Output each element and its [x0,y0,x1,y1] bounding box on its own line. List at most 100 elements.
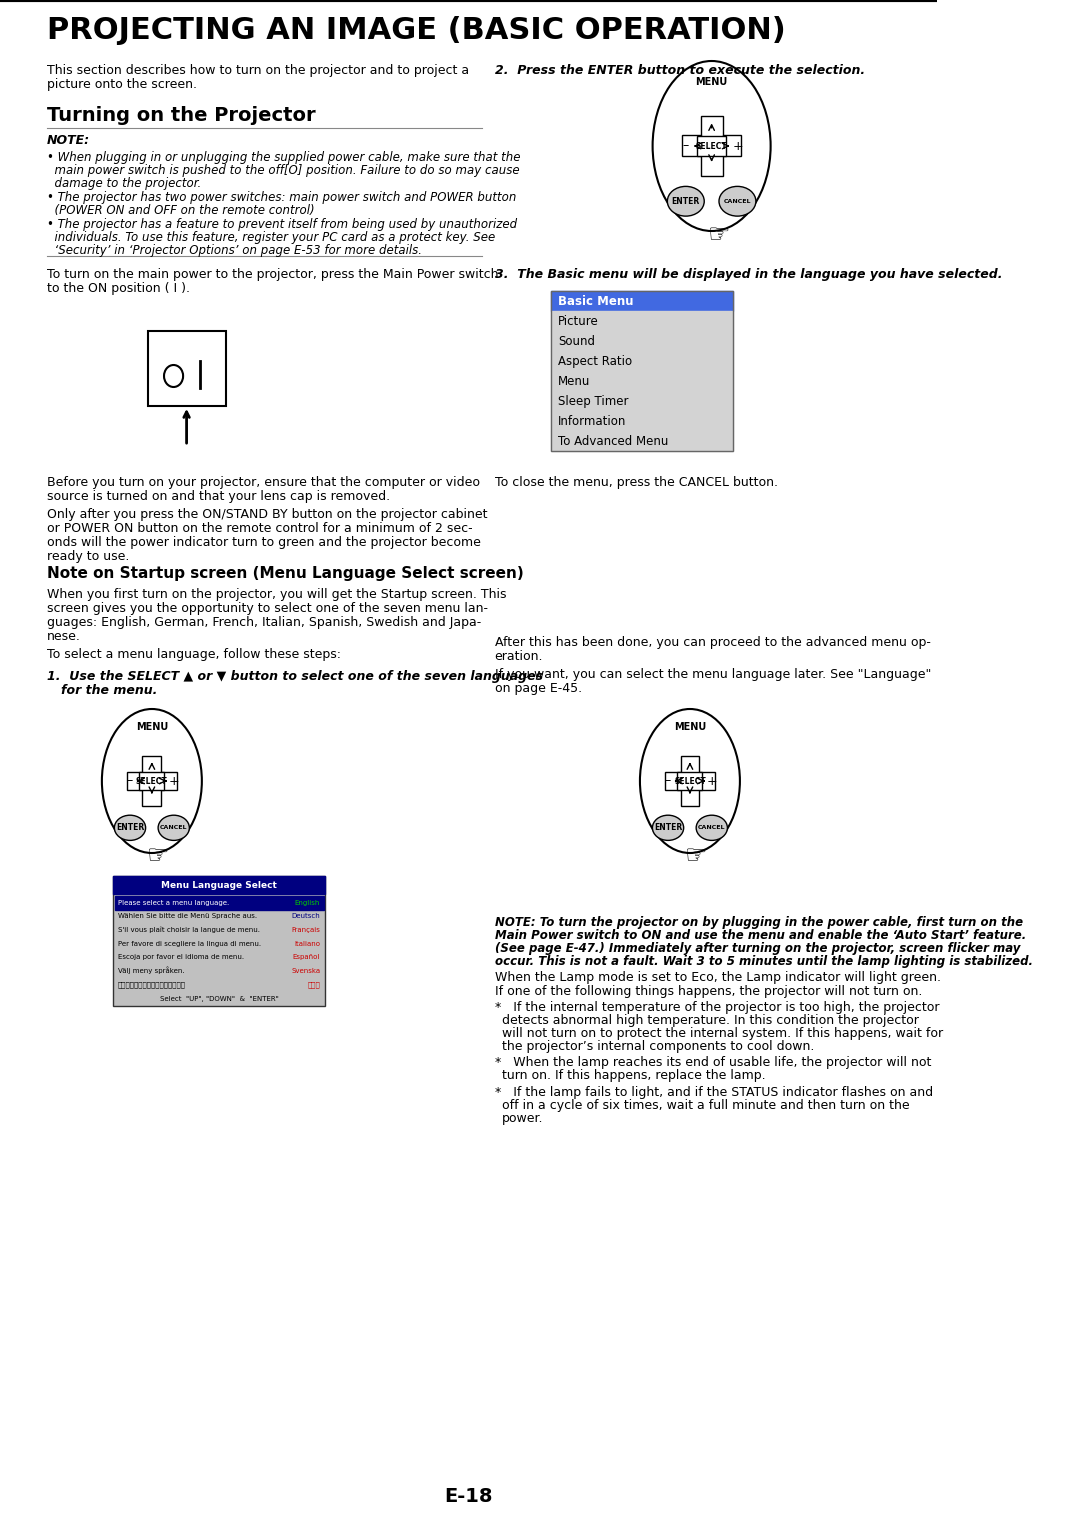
Text: picture onto the screen.: picture onto the screen. [46,78,197,92]
Bar [551,371,733,391]
Text: Information: Information [558,415,626,427]
Text: NOTE: To turn the projector on by plugging in the power cable, first turn on the: NOTE: To turn the projector on by pluggi… [495,916,1023,929]
Text: Wählen Sie bitte die Menü Sprache aus.: Wählen Sie bitte die Menü Sprache aus. [118,914,257,919]
Text: eration.: eration. [495,650,543,662]
Text: 3.  The Basic menu will be displayed in the language you have selected.: 3. The Basic menu will be displayed in t… [495,269,1002,281]
Text: –: – [681,139,688,153]
Text: turn on. If this happens, replace the lamp.: turn on. If this happens, replace the la… [501,1070,766,1082]
Text: CANCEL: CANCEL [698,826,726,830]
Text: 1.  Use the SELECT ▲ or ▼ button to select one of the seven languages: 1. Use the SELECT ▲ or ▼ button to selec… [46,670,543,684]
Text: for the menu.: for the menu. [60,684,157,697]
Bar [699,772,715,789]
Text: *   If the internal temperature of the projector is too high, the projector: * If the internal temperature of the pro… [495,1001,940,1013]
Text: Turning on the Projector: Turning on the Projector [46,105,315,125]
Text: To Advanced Menu: To Advanced Menu [558,435,669,447]
Text: Menu: Menu [558,374,591,388]
Text: メニュー言語を選択してください。: メニュー言語を選択してください。 [118,981,186,987]
Bar [665,772,680,789]
Text: +: + [170,775,179,787]
Text: will not turn on to protect the internal system. If this happens, wait for: will not turn on to protect the internal… [501,1027,943,1041]
Text: Italiano: Italiano [294,940,321,946]
Text: Français: Français [292,926,321,932]
Bar [723,134,741,156]
Ellipse shape [114,815,146,841]
Text: If you want, you can select the menu language later. See "Language": If you want, you can select the menu lan… [495,668,931,681]
Bar [126,772,143,789]
Text: Escoja por favor el idioma de menu.: Escoja por favor el idioma de menu. [118,954,244,960]
Bar [683,134,701,156]
Bar [551,311,733,331]
Text: ☞: ☞ [685,844,707,868]
Text: occur. This is not a fault. Wait 3 to 5 minutes until the lamp lighting is stabi: occur. This is not a fault. Wait 3 to 5 … [495,955,1032,967]
Text: Sound: Sound [558,334,595,348]
Text: E-18: E-18 [444,1486,492,1506]
Text: • The projector has two power switches: main power switch and POWER button: • The projector has two power switches: … [46,191,516,204]
Text: MENU: MENU [674,722,706,732]
Text: • When plugging in or unplugging the supplied power cable, make sure that the: • When plugging in or unplugging the sup… [46,151,521,163]
Text: S'il vous plaît choisir la langue de menu.: S'il vous plaît choisir la langue de men… [118,926,260,934]
Text: Español: Español [293,954,321,960]
Bar [0,0,937,50]
Text: Per favore di scegliere la lingua di menu.: Per favore di scegliere la lingua di men… [118,940,261,946]
Text: If one of the following things happens, the projector will not turn on.: If one of the following things happens, … [495,984,922,998]
Text: MENU: MENU [136,722,168,732]
Text: guages: English, German, French, Italian, Spanish, Swedish and Japa-: guages: English, German, French, Italian… [46,617,481,629]
Bar [551,331,733,351]
Text: To close the menu, press the CANCEL button.: To close the menu, press the CANCEL butt… [495,476,778,488]
Bar [143,755,161,774]
Text: ☞: ☞ [707,223,730,247]
Bar [701,154,723,175]
Text: –: – [664,775,671,787]
Bar [551,351,733,371]
Bar [551,391,733,410]
Text: damage to the projector.: damage to the projector. [46,177,201,191]
Text: power.: power. [501,1112,543,1125]
Text: ☞: ☞ [147,844,170,868]
Text: detects abnormal high temperature. In this condition the projector: detects abnormal high temperature. In th… [501,1013,918,1027]
Text: NOTE:: NOTE: [46,134,90,146]
Text: Svenska: Svenska [292,967,321,974]
Text: (See page E-47.) Immediately after turning on the projector, screen flicker may: (See page E-47.) Immediately after turni… [495,942,1020,955]
Ellipse shape [667,186,704,217]
Bar [551,291,733,452]
Text: ENTER: ENTER [653,824,683,832]
Text: To select a menu language, follow these steps:: To select a menu language, follow these … [46,649,341,661]
Bar [680,789,699,806]
Text: Välj meny språken.: Välj meny språken. [118,967,185,975]
Bar [680,755,699,774]
Text: source is turned on and that your lens cap is removed.: source is turned on and that your lens c… [46,490,390,504]
Text: SELECT: SELECT [136,777,167,786]
Text: After this has been done, you can proceed to the advanced menu op-: After this has been done, you can procee… [495,636,931,649]
Text: *   When the lamp reaches its end of usable life, the projector will not: * When the lamp reaches its end of usabl… [495,1056,931,1070]
Bar [697,136,727,156]
Text: ENTER: ENTER [672,197,700,206]
Text: (POWER ON and OFF on the remote control): (POWER ON and OFF on the remote control) [46,204,314,217]
Text: Only after you press the ON/STAND BY button on the projector cabinet: Only after you press the ON/STAND BY but… [46,508,487,520]
Text: CANCEL: CANCEL [724,198,752,204]
Text: to the ON position ( I ).: to the ON position ( I ). [46,282,190,295]
Text: Select  "UP", "DOWN"  &  "ENTER": Select "UP", "DOWN" & "ENTER" [160,996,279,1003]
Text: the projector’s internal components to cool down.: the projector’s internal components to c… [501,1041,814,1053]
Bar [677,772,702,789]
Text: SELECT: SELECT [696,142,728,151]
Text: When you first turn on the projector, you will get the Startup screen. This: When you first turn on the projector, yo… [46,588,507,601]
Ellipse shape [697,815,728,841]
Bar [551,410,733,430]
Ellipse shape [719,186,756,217]
Text: To turn on the main power to the projector, press the Main Power switch: To turn on the main power to the project… [46,269,498,281]
Text: Deutsch: Deutsch [292,914,321,919]
Text: *   If the lamp fails to light, and if the STATUS indicator flashes on and: * If the lamp fails to light, and if the… [495,1087,933,1099]
Bar [551,291,733,311]
Text: Note on Startup screen (Menu Language Select screen): Note on Startup screen (Menu Language Se… [46,566,524,581]
Bar [112,876,325,1006]
Text: • The projector has a feature to prevent itself from being used by unauthorized: • The projector has a feature to prevent… [46,218,517,230]
Text: screen gives you the opportunity to select one of the seven menu lan-: screen gives you the opportunity to sele… [46,601,488,615]
Text: Sleep Timer: Sleep Timer [558,395,629,407]
Text: Picture: Picture [558,314,598,328]
Text: +: + [707,775,718,787]
Text: MENU: MENU [696,78,728,87]
Text: Aspect Ratio: Aspect Ratio [558,354,632,368]
Text: 2.  Press the ENTER button to execute the selection.: 2. Press the ENTER button to execute the… [495,64,865,76]
Bar [161,772,177,789]
Text: English: English [295,900,321,906]
